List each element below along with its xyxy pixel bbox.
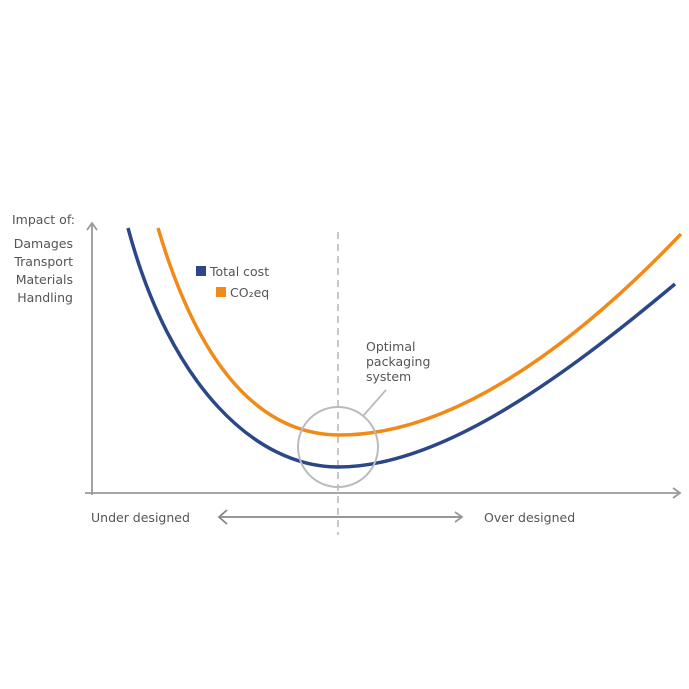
optimum-circle [297,406,379,488]
y-item: Handling [17,290,73,305]
annotation: packaging [366,354,430,369]
cost-curve [126,227,677,469]
x-left-label: Under designed [91,510,190,525]
y-axis-title: Impact of: [12,212,75,227]
co2-curve [156,227,683,437]
legend-label: CO₂eq [230,285,269,300]
y-item: Materials [16,272,73,287]
legend-swatch [216,287,226,297]
legend-label: Total cost [209,264,269,279]
annotation: Optimal [366,339,415,354]
y-item: Transport [13,254,73,269]
leader-line [362,389,387,417]
annotation: system [366,369,411,384]
x-right-label: Over designed [484,510,575,525]
y-item: Damages [14,236,73,251]
axes [85,221,682,499]
range-arrow-head [217,509,228,525]
legend-swatch [196,266,206,276]
